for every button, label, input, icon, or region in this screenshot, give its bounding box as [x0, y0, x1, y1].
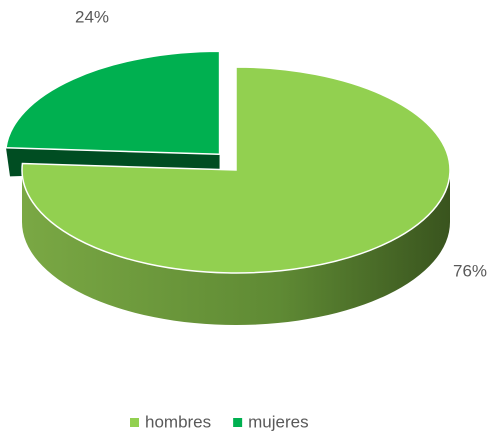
slice — [5, 50, 221, 156]
data-label: 24% — [75, 7, 109, 26]
legend-swatch — [130, 418, 139, 427]
legend-label: hombres — [145, 412, 211, 431]
slice-side — [22, 170, 450, 325]
data-label: 76% — [453, 261, 487, 280]
legend-label: mujeres — [248, 412, 308, 431]
legend-swatch — [233, 418, 243, 427]
slice — [21, 66, 451, 274]
